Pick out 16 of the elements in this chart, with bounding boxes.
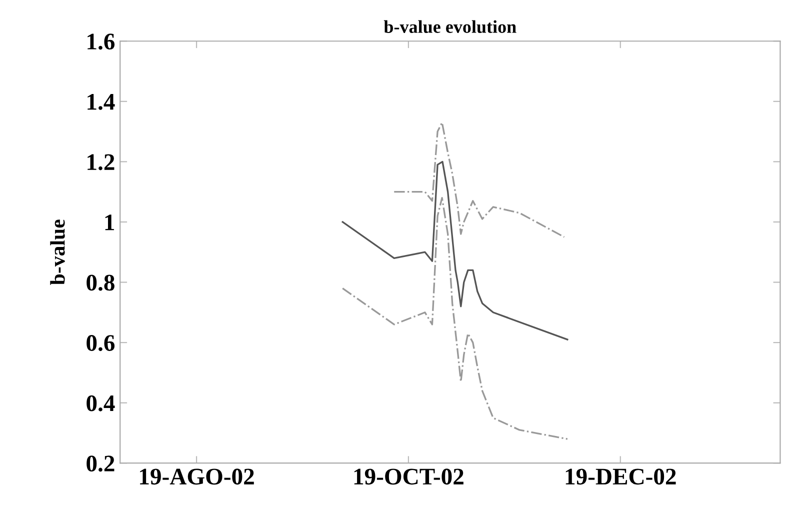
y-tick-label: 1.4 [88,94,115,110]
y-tick-label: 1 [105,214,114,230]
y-tick-label: 0.8 [86,274,114,291]
x-tick-label: 19-DEC-02 [566,468,676,485]
x-tick-label: 19-AGO-02 [140,468,254,485]
line-series [393,122,566,238]
y-axis-title: b-value [50,220,65,285]
line-series [342,160,568,340]
x-tick-label: 19-OCT-02 [354,468,464,485]
line-series [342,197,568,440]
chart-title: b-value evolution [384,20,516,34]
y-tick-label: 0.2 [86,456,114,472]
y-tick-label: 1.2 [88,154,114,170]
y-tick-label: 0.4 [86,395,115,412]
y-tick-label: 0.6 [86,335,115,352]
y-tick-label: 1.6 [88,34,115,50]
